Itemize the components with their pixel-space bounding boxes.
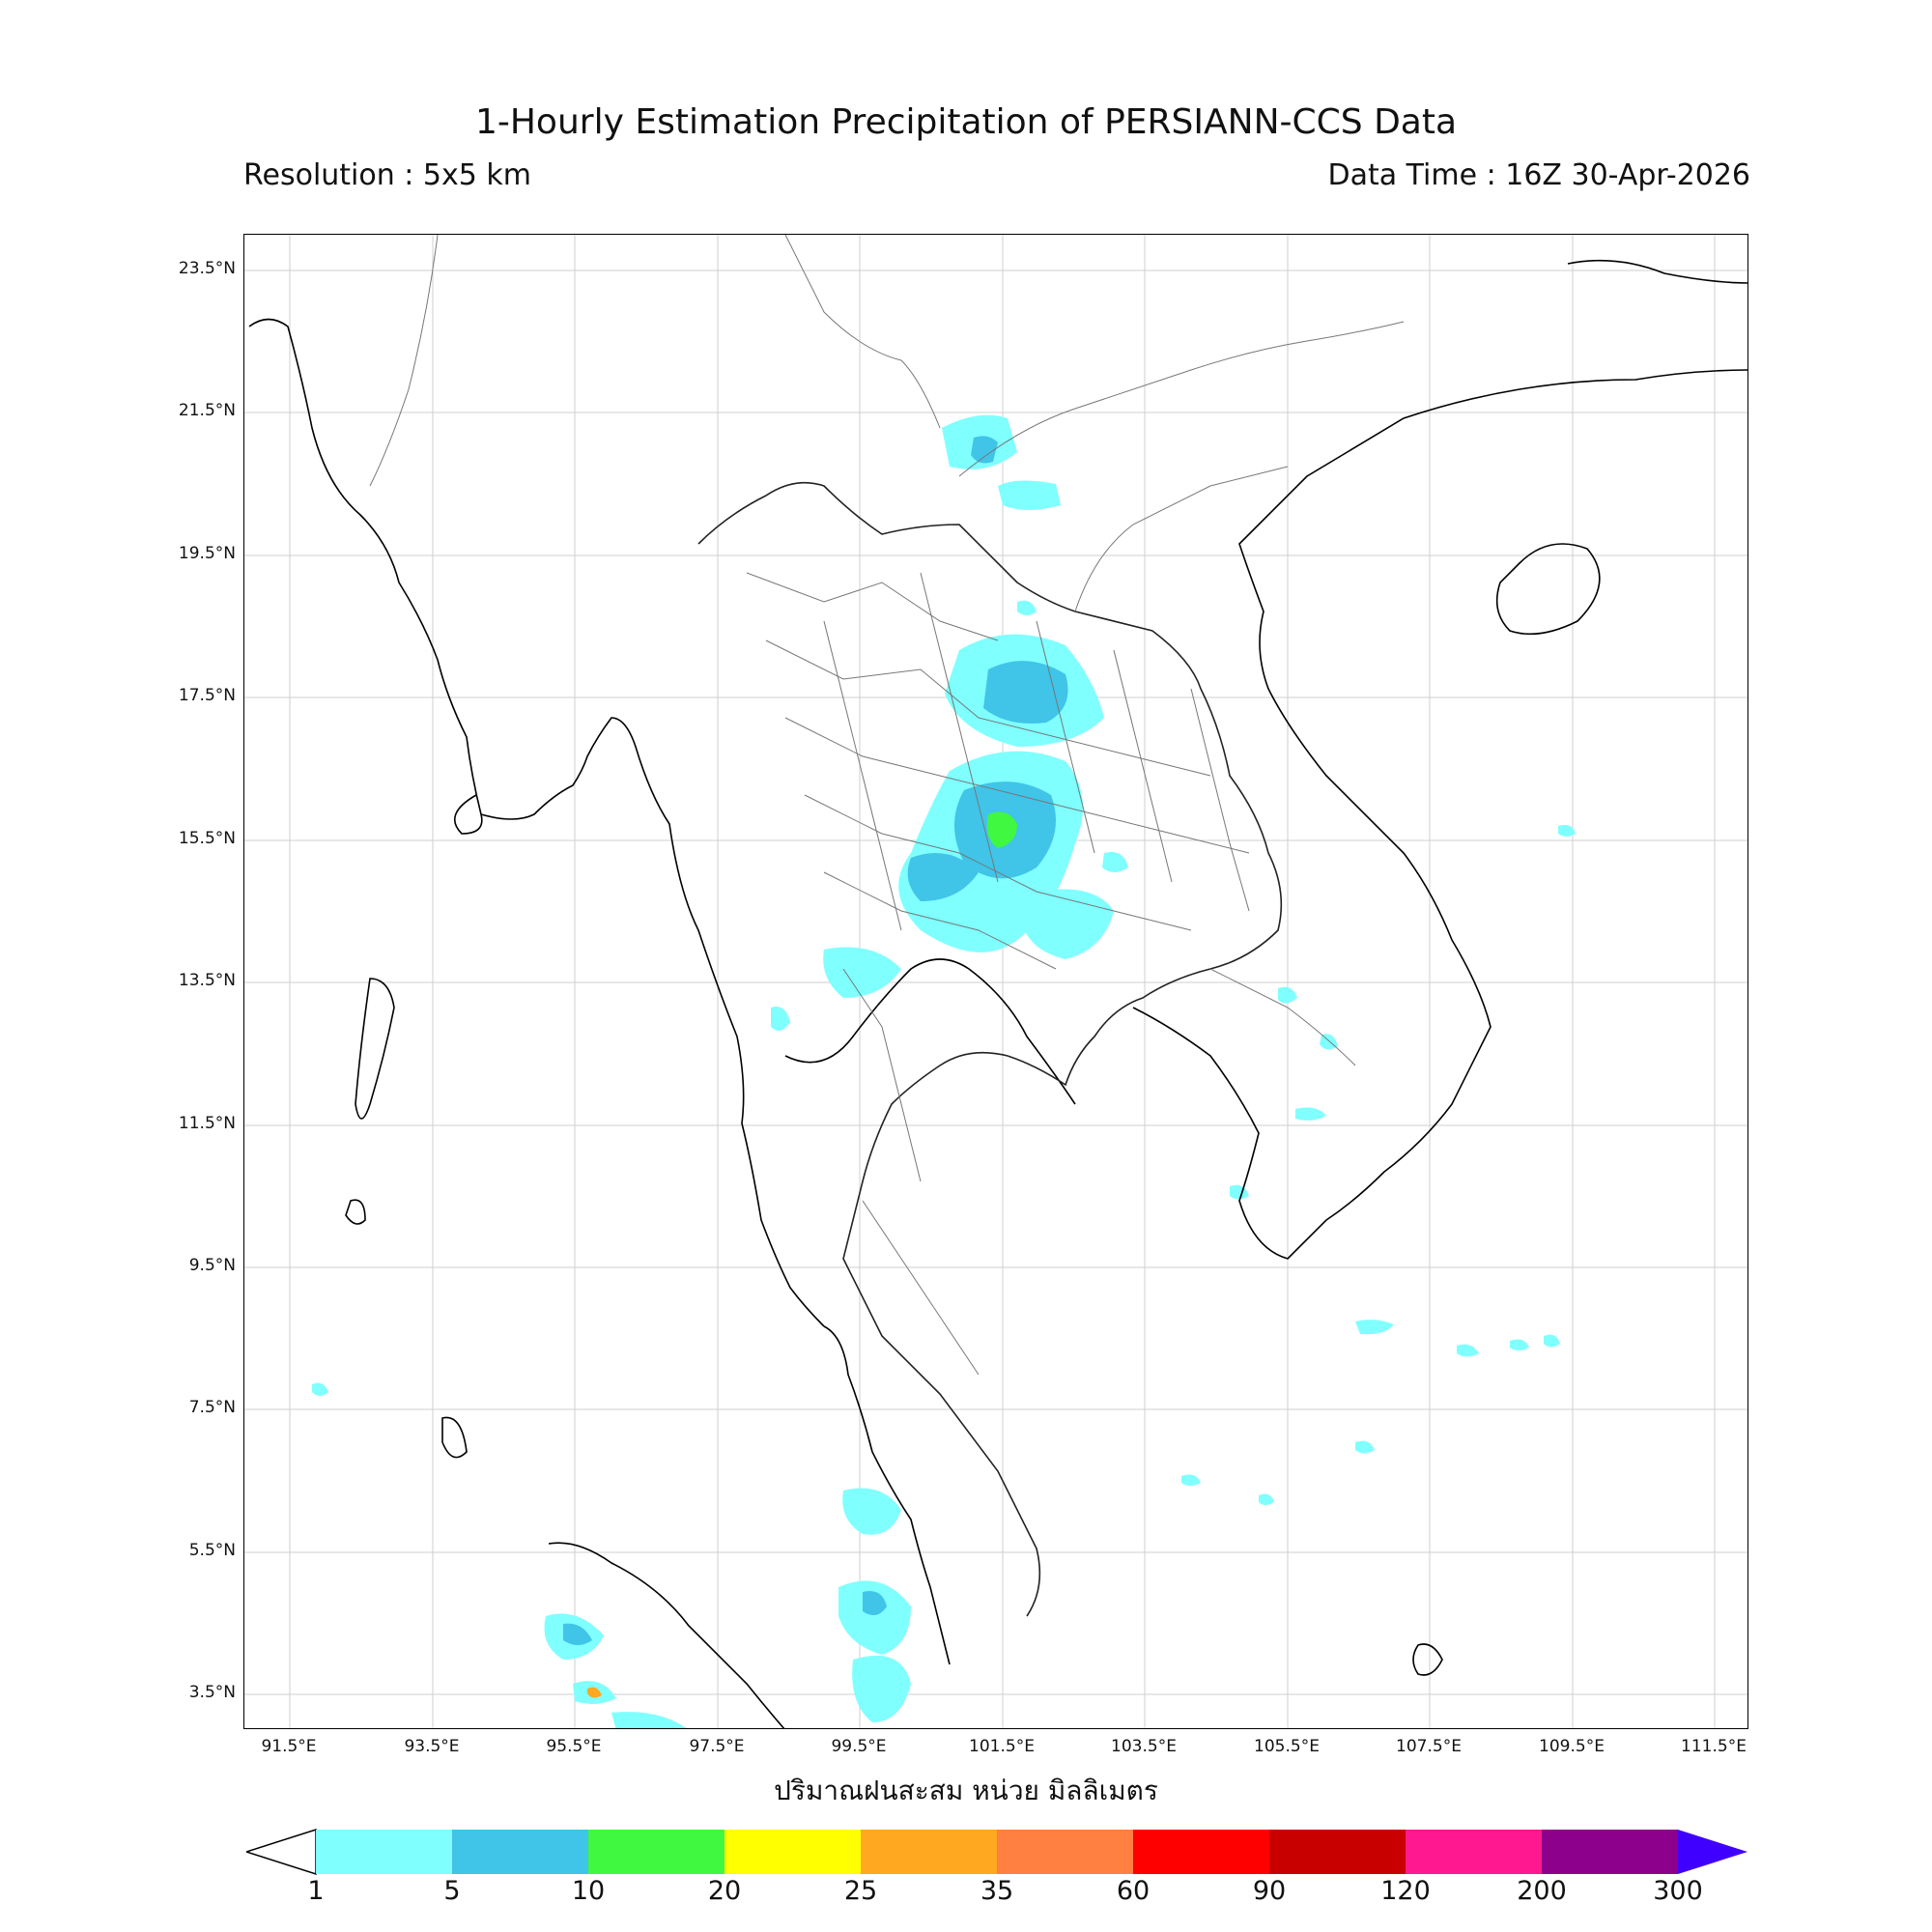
colorbar-high-arrow (1678, 1830, 1747, 1874)
colorbar-low-arrow (246, 1828, 317, 1876)
lat-tick-label: 9.5°N (188, 1256, 236, 1275)
lat-tick-label: 11.5°N (178, 1114, 236, 1133)
colorbar-cell (861, 1830, 997, 1874)
lon-tick-label: 103.5°E (1111, 1737, 1177, 1756)
colorbar-tick-label: 1 (307, 1876, 325, 1906)
colorbar-tick-label: 300 (1653, 1876, 1703, 1906)
lat-tick-label: 15.5°N (178, 829, 236, 848)
lon-tick-label: 101.5°E (969, 1737, 1035, 1756)
lat-tick-label: 17.5°N (178, 686, 236, 705)
lat-tick-label: 7.5°N (188, 1398, 236, 1417)
map-title: 1-Hourly Estimation Precipitation of PER… (474, 102, 1458, 142)
colorbar-unit-label: ปริมาณฝนสะสม หน่วย มิลลิเมตร (774, 1775, 1158, 1806)
colorbar-cell (724, 1830, 861, 1874)
lon-tick-label: 91.5°E (261, 1737, 317, 1756)
lat-tick-label: 19.5°N (178, 544, 236, 563)
gridlines (244, 235, 1747, 1728)
lon-tick-label: 97.5°E (689, 1737, 745, 1756)
lat-tick-label: 5.5°N (188, 1541, 236, 1560)
colorbar-cell (588, 1830, 724, 1874)
colorbar-tick-label: 35 (980, 1876, 1014, 1906)
precipitation-patches (312, 414, 1576, 1728)
lat-tick-label: 13.5°N (178, 971, 236, 990)
lon-tick-label: 105.5°E (1254, 1737, 1320, 1756)
colorbar-tick-label: 90 (1252, 1876, 1287, 1906)
colorbar-cell (1542, 1830, 1678, 1874)
colorbar-tick-label: 5 (443, 1876, 461, 1906)
thailand-border (697, 481, 1283, 1617)
colorbar-tick-label: 200 (1517, 1876, 1567, 1906)
colorbar-tick-label: 25 (843, 1876, 878, 1906)
coastlines (248, 259, 1747, 1728)
colorbar-cell (1133, 1830, 1269, 1874)
colorbar-cell (1269, 1830, 1406, 1874)
colorbar-cell (452, 1830, 588, 1874)
lon-tick-label: 93.5°E (404, 1737, 460, 1756)
colorbar-cells (316, 1830, 1678, 1874)
lon-tick-label: 111.5°E (1681, 1737, 1747, 1756)
lat-tick-label: 23.5°N (178, 259, 236, 278)
colorbar-cell (1406, 1830, 1542, 1874)
colorbar-cell (316, 1830, 452, 1874)
lon-tick-label: 107.5°E (1396, 1737, 1462, 1756)
colorbar-cell (997, 1830, 1133, 1874)
map-panel (243, 234, 1748, 1729)
lon-tick-label: 109.5°E (1539, 1737, 1605, 1756)
lat-tick-label: 21.5°N (178, 401, 236, 420)
lon-tick-label: 95.5°E (546, 1737, 602, 1756)
colorbar-tick-label: 10 (571, 1876, 606, 1906)
map-canvas (244, 235, 1747, 1728)
lon-tick-label: 99.5°E (831, 1737, 887, 1756)
data-time-label: Data Time : 16Z 30-Apr-2026 (1327, 158, 1750, 192)
colorbar (246, 1828, 1747, 1876)
colorbar-tick-label: 120 (1380, 1876, 1431, 1906)
provincial-borders (369, 235, 1405, 1376)
lat-tick-label: 3.5°N (188, 1683, 236, 1702)
resolution-label: Resolution : 5x5 km (243, 158, 531, 192)
colorbar-tick-label: 60 (1116, 1876, 1151, 1906)
colorbar-tick-label: 20 (707, 1876, 742, 1906)
